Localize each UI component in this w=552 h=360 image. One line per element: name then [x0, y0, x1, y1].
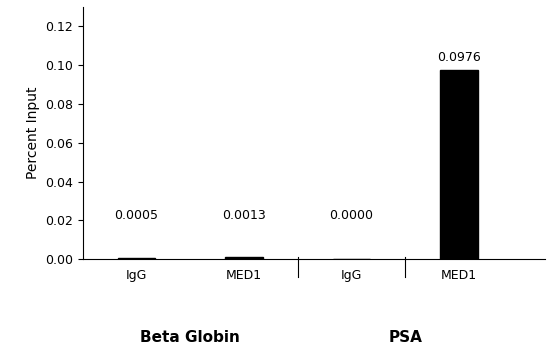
- Text: 0.0000: 0.0000: [330, 209, 374, 222]
- Text: Beta Globin: Beta Globin: [140, 330, 240, 345]
- Y-axis label: Percent Input: Percent Input: [25, 87, 40, 179]
- Text: 0.0013: 0.0013: [222, 209, 266, 222]
- Bar: [440, 70, 478, 259]
- Bar: [225, 257, 263, 259]
- Bar: [118, 258, 155, 259]
- Text: 0.0005: 0.0005: [115, 209, 158, 222]
- Text: 0.0976: 0.0976: [437, 51, 481, 64]
- Text: PSA: PSA: [389, 330, 422, 345]
